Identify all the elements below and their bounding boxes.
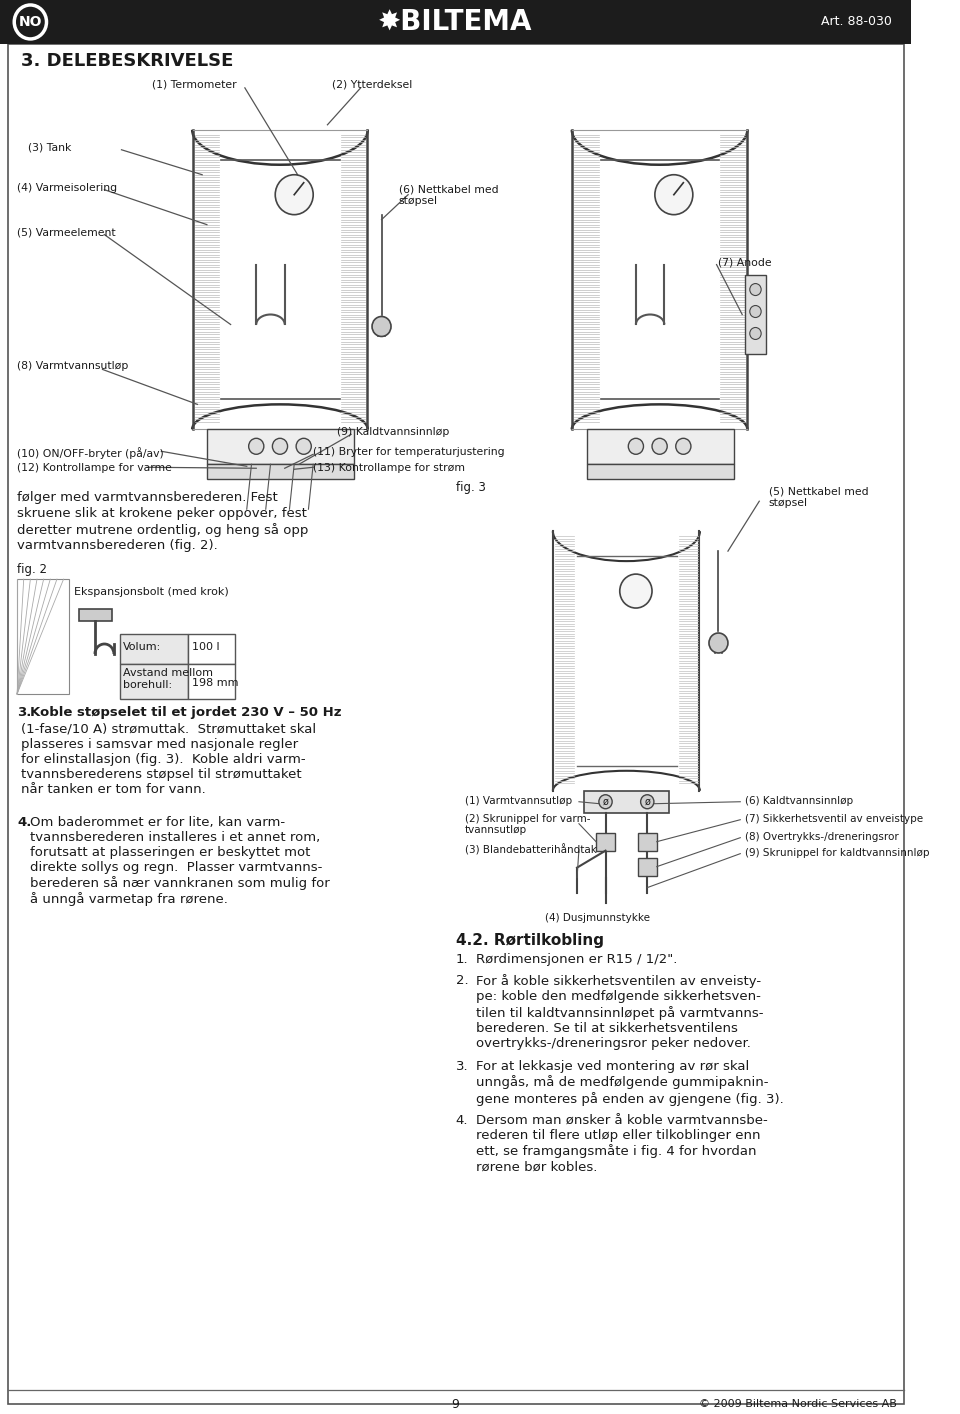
Text: (5) Nettkabel med
støpsel: (5) Nettkabel med støpsel [769, 486, 869, 508]
Bar [637, 833, 657, 851]
Text: (11) Bryter for temperaturjustering: (11) Bryter for temperaturjustering [313, 447, 505, 457]
Bar [587, 430, 733, 464]
Text: 198 mm: 198 mm [192, 677, 238, 689]
Text: Koble støpselet til et jordet 230 V – 50 Hz: Koble støpselet til et jordet 230 V – 50… [31, 706, 342, 718]
Circle shape [296, 438, 311, 454]
Circle shape [273, 438, 288, 454]
Text: (12) Kontrollampe for varme: (12) Kontrollampe for varme [17, 464, 172, 474]
Circle shape [620, 574, 652, 608]
Text: (7) Sikkerhetsventil av enveistype: (7) Sikkerhetsventil av enveistype [745, 813, 924, 824]
Text: © 2009 Biltema Nordic Services AB: © 2009 Biltema Nordic Services AB [699, 1398, 897, 1408]
Bar [188, 665, 235, 699]
Text: 9: 9 [451, 1398, 460, 1411]
Text: 2.: 2. [456, 974, 468, 987]
Text: (4) Varmeisolering: (4) Varmeisolering [17, 182, 117, 192]
Circle shape [640, 795, 654, 809]
Bar [596, 833, 615, 851]
Text: (1) Termometer: (1) Termometer [152, 79, 236, 90]
Text: 100 l: 100 l [192, 642, 219, 652]
Text: ø: ø [603, 796, 609, 807]
Text: (6) Kaldtvannsinnløp: (6) Kaldtvannsinnløp [745, 796, 853, 806]
Circle shape [750, 284, 761, 296]
Text: (3) Blandebatterihåndtak: (3) Blandebatterihåndtak [465, 844, 597, 855]
Text: Avstand mellom
borehull:: Avstand mellom borehull: [124, 667, 213, 690]
Text: For at lekkasje ved montering av rør skal
unngås, må de medfølgende gummipaknin-: For at lekkasje ved montering av rør ska… [476, 1060, 784, 1106]
Circle shape [750, 305, 761, 318]
Bar [0, 0, 911, 44]
Circle shape [599, 795, 612, 809]
Bar [207, 430, 354, 464]
Text: varmtvannsberederen (fig. 2).: varmtvannsberederen (fig. 2). [17, 539, 218, 551]
Text: Volum:: Volum: [124, 642, 161, 652]
Text: 3.: 3. [17, 706, 32, 718]
Text: (3) Tank: (3) Tank [29, 143, 72, 153]
Bar [17, 580, 69, 694]
Text: Dersom man ønsker å koble varmtvannsbe-
rederen til flere utløp eller tilkobling: Dersom man ønsker å koble varmtvannsbe- … [476, 1114, 768, 1174]
Circle shape [652, 438, 667, 454]
Bar [79, 609, 112, 621]
Text: 4.: 4. [17, 816, 32, 829]
Text: (2) Ytterdeksel: (2) Ytterdeksel [332, 79, 413, 90]
Circle shape [276, 175, 313, 215]
Text: (10) ON/OFF-bryter (på/av): (10) ON/OFF-bryter (på/av) [17, 447, 164, 460]
Text: Rørdimensjonen er R15 / 1/2".: Rørdimensjonen er R15 / 1/2". [476, 953, 678, 966]
Text: (7) Anode: (7) Anode [718, 257, 772, 267]
Circle shape [750, 328, 761, 339]
Text: følger med varmtvannsberederen. Fest: følger med varmtvannsberederen. Fest [17, 491, 277, 505]
Text: Art. 88-030: Art. 88-030 [821, 16, 892, 28]
Bar [188, 633, 235, 665]
Text: (9) Kaldtvannsinnløp: (9) Kaldtvannsinnløp [337, 427, 449, 437]
Text: (5) Varmeelement: (5) Varmeelement [17, 228, 116, 238]
Text: (9) Skrunippel for kaldtvannsinnløp: (9) Skrunippel for kaldtvannsinnløp [745, 847, 929, 858]
Bar [120, 665, 188, 699]
Text: (4) Dusjmunnstykke: (4) Dusjmunnstykke [545, 912, 651, 922]
Bar [587, 464, 733, 479]
Text: (13) Kontrollampe for strøm: (13) Kontrollampe for strøm [313, 464, 466, 474]
Bar [120, 633, 188, 665]
Bar [637, 858, 657, 875]
Text: (8) Overtrykks-/dreneringsror: (8) Overtrykks-/dreneringsror [745, 831, 899, 841]
Text: fig. 2: fig. 2 [17, 563, 47, 575]
Text: fig. 3: fig. 3 [456, 481, 486, 495]
Text: (8) Varmtvannsutløp: (8) Varmtvannsutløp [17, 362, 129, 372]
Circle shape [372, 317, 391, 337]
Text: 4.: 4. [456, 1114, 468, 1127]
Bar [745, 274, 766, 355]
Bar [207, 464, 354, 479]
Text: (1-fase/10 A) strømuttak.  Strømuttaket skal
plasseres i samsvar med nasjonale r: (1-fase/10 A) strømuttak. Strømuttaket s… [21, 723, 316, 796]
Text: 1.: 1. [456, 953, 468, 966]
Text: 4.2. Rørtilkobling: 4.2. Rørtilkobling [456, 933, 604, 947]
Bar [584, 790, 669, 813]
Text: deretter mutrene ordentlig, og heng så opp: deretter mutrene ordentlig, og heng så o… [17, 523, 308, 537]
Circle shape [249, 438, 264, 454]
Text: (6) Nettkabel med
støpsel: (6) Nettkabel med støpsel [398, 185, 498, 206]
Text: (1) Varmtvannsutløp: (1) Varmtvannsutløp [465, 796, 572, 806]
Text: skruene slik at krokene peker oppover, fest: skruene slik at krokene peker oppover, f… [17, 508, 307, 520]
Circle shape [655, 175, 693, 215]
Text: 3. DELEBESKRIVELSE: 3. DELEBESKRIVELSE [21, 52, 233, 69]
Text: Om baderommet er for lite, kan varm-
tvannsberederen installeres i et annet rom,: Om baderommet er for lite, kan varm- tva… [31, 816, 330, 906]
Text: ø: ø [644, 796, 650, 807]
Circle shape [628, 438, 643, 454]
Text: NO: NO [18, 16, 42, 28]
Text: (2) Skrunippel for varm-
tvannsutløp: (2) Skrunippel for varm- tvannsutløp [465, 813, 590, 836]
Text: ✸BILTEMA: ✸BILTEMA [378, 8, 533, 35]
Text: Ekspansjonsbolt (med krok): Ekspansjonsbolt (med krok) [74, 587, 228, 597]
Circle shape [676, 438, 691, 454]
Circle shape [709, 633, 728, 653]
Text: 3.: 3. [456, 1060, 468, 1073]
Text: For å koble sikkerhetsventilen av enveisty-
pe: koble den medfølgende sikkerhets: For å koble sikkerhetsventilen av enveis… [476, 974, 764, 1049]
